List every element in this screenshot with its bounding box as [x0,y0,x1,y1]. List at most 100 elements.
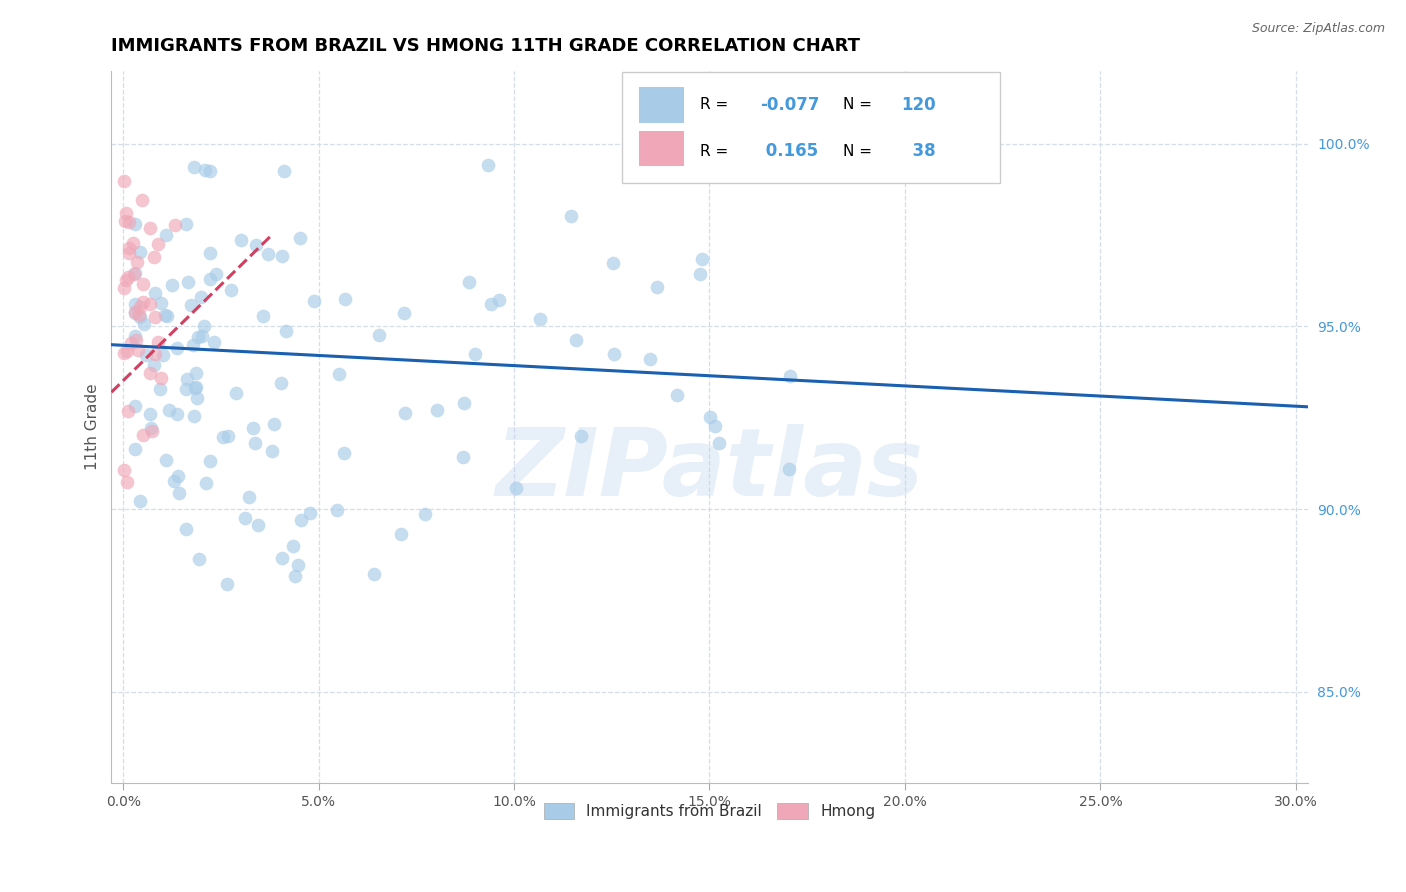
Point [211,430,233,444]
FancyBboxPatch shape [623,72,1000,183]
Point [132,428,155,442]
Point [169,486,191,500]
Point [453,450,475,465]
Point [118,215,141,229]
Point [124,306,146,320]
Point [180,298,202,312]
Point [198,164,221,178]
Point [117,270,139,285]
Point [115,343,138,358]
Point [219,283,242,297]
Point [194,163,217,178]
Point [738,145,761,160]
Point [368,328,391,343]
Point [118,246,141,260]
Text: R =: R = [700,144,733,159]
Point [488,293,510,307]
Point [149,382,172,396]
Point [155,453,177,467]
Point [290,513,312,527]
Point [703,419,725,434]
Point [139,407,162,421]
Point [124,266,146,280]
Point [124,217,146,231]
Text: R =: R = [700,97,733,112]
Point [238,490,260,504]
Point [198,246,221,260]
Point [156,310,179,324]
Text: N =: N = [844,97,877,112]
FancyBboxPatch shape [638,87,685,123]
Point [394,406,416,420]
Point [139,366,162,380]
Point [118,241,141,255]
Point [124,442,146,456]
Point [283,540,305,554]
Point [243,435,266,450]
Text: 0.165: 0.165 [759,142,818,161]
Point [187,330,209,344]
Point [186,391,208,405]
Point [143,346,166,360]
Point [242,421,264,435]
Point [142,358,165,372]
Point [394,305,416,319]
Point [114,205,136,219]
Point [363,567,385,582]
Legend: Immigrants from Brazil, Hmong: Immigrants from Brazil, Hmong [537,797,882,825]
Point [287,558,309,573]
Text: ZIPatlas: ZIPatlas [495,424,924,516]
Point [183,409,205,424]
Point [270,376,292,390]
Point [124,329,146,343]
Point [112,174,135,188]
Point [335,292,357,306]
Point [325,503,347,517]
Point [184,366,207,380]
Point [120,336,142,351]
Point [139,297,162,311]
Point [157,402,180,417]
Point [174,218,197,232]
Point [194,476,217,491]
Point [191,328,214,343]
Point [602,347,624,361]
Point [689,268,711,282]
Point [699,410,721,425]
Point [150,295,173,310]
Point [150,371,173,385]
Point [174,522,197,536]
Text: 38: 38 [901,142,935,161]
Point [139,220,162,235]
Point [112,463,135,477]
Point [127,255,149,269]
Point [645,279,668,293]
Point [262,444,284,458]
FancyBboxPatch shape [638,130,685,166]
Point [263,417,285,431]
Point [188,552,211,566]
Point [252,309,274,323]
Text: -0.077: -0.077 [759,96,820,114]
Point [183,160,205,174]
Point [121,235,143,250]
Point [122,267,145,281]
Point [426,403,449,417]
Point [177,275,200,289]
Point [193,318,215,333]
Point [298,506,321,520]
Text: N =: N = [844,144,877,159]
Point [284,569,307,583]
Point [129,300,152,314]
Text: 120: 120 [901,96,935,114]
Point [114,345,136,359]
Point [112,281,135,295]
Point [565,333,588,347]
Point [205,267,228,281]
Point [215,577,238,591]
Point [129,494,152,508]
Point [148,236,170,251]
Point [233,511,256,525]
Point [128,308,150,322]
Text: IMMIGRANTS FROM BRAZIL VS HMONG 11TH GRADE CORRELATION CHART: IMMIGRANTS FROM BRAZIL VS HMONG 11TH GRA… [111,37,860,55]
